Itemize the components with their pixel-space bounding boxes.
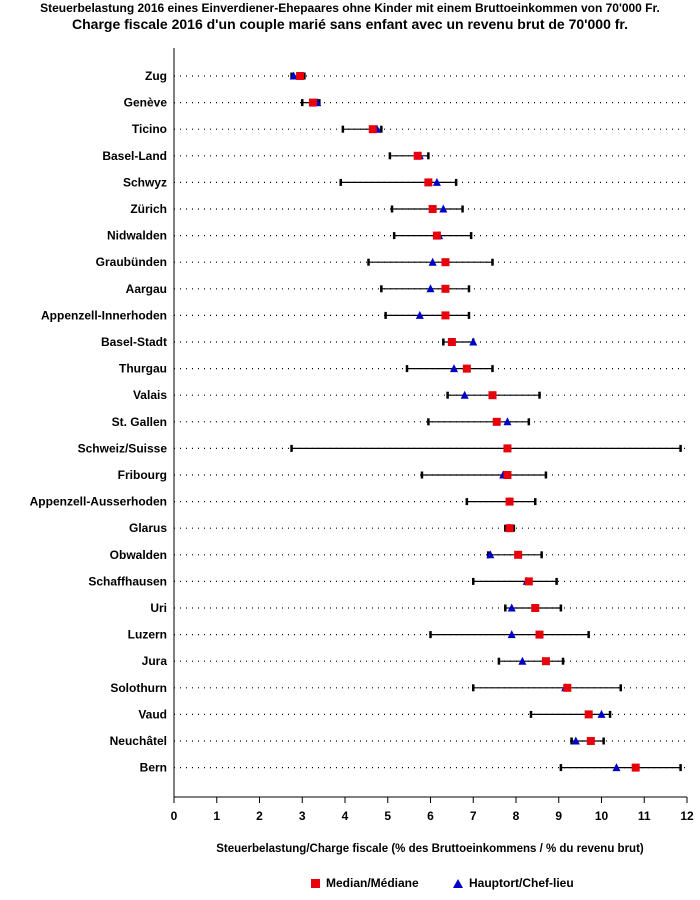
median-marker — [563, 683, 572, 692]
legend: Median/Médiane Hauptort/Chef-lieu — [0, 876, 700, 892]
capital-marker — [428, 257, 437, 266]
category-label: Nidwalden — [107, 229, 167, 243]
x-tick-label: 2 — [256, 809, 263, 823]
median-marker — [368, 125, 377, 134]
x-tick-label: 1 — [213, 809, 220, 823]
category-label: Jura — [142, 654, 168, 668]
capital-marker — [518, 656, 527, 665]
category-label: Aargau — [126, 282, 167, 296]
x-axis-label: Steuerbelastung/Charge fiscale (% des Br… — [216, 843, 644, 855]
category-label: Bern — [140, 761, 167, 775]
median-marker — [503, 444, 512, 453]
median-marker — [488, 391, 497, 400]
capital-marker — [486, 550, 495, 559]
capital-marker — [289, 71, 298, 80]
x-tick-label: 8 — [513, 809, 520, 823]
legend-label-median: Median/Médiane — [326, 876, 419, 890]
median-marker — [441, 284, 450, 293]
category-labels: Zug Genève Ticino Basel-Land Schwyz Zürich Nid… — [30, 69, 168, 775]
capital-marker — [415, 310, 424, 319]
median-marker — [524, 577, 533, 586]
capital-marker — [507, 630, 516, 639]
median-marker — [586, 737, 595, 745]
category-label: Schwyz — [123, 175, 167, 189]
x-tick-label: 10 — [595, 809, 609, 823]
chart-subtitle: Charge fiscale 2016 d'un couple marié sa… — [72, 16, 628, 32]
category-label: Zug — [145, 69, 167, 83]
capital-marker — [469, 337, 478, 346]
markers — [289, 71, 640, 772]
category-label: Genève — [124, 96, 168, 110]
category-label: Luzern — [128, 628, 167, 642]
category-label: Schaffhausen — [88, 574, 167, 588]
legend-item-capital: Hauptort/Chef-lieu — [453, 876, 574, 890]
x-tick-label: 11 — [638, 809, 651, 823]
median-marker — [432, 231, 441, 240]
category-label: Vaud — [138, 707, 167, 721]
legend-label-capital: Hauptort/Chef-lieu — [469, 876, 574, 890]
x-tick-label: 9 — [555, 809, 562, 823]
x-tick-label: 0 — [171, 809, 178, 823]
category-label: Thurgau — [119, 362, 167, 376]
x-tick-label: 4 — [342, 809, 349, 823]
category-label: Graubünden — [96, 255, 167, 269]
category-label: Appenzell-Ausserhoden — [30, 495, 167, 509]
category-label: St. Gallen — [112, 415, 167, 429]
median-marker — [505, 524, 514, 533]
category-label: Uri — [150, 601, 167, 615]
capital-marker — [597, 709, 606, 718]
median-marker — [413, 151, 422, 160]
chart-title: Steuerbelastung 2016 eines Einverdiener-… — [40, 1, 660, 15]
legend-triangle-marker — [453, 878, 463, 888]
median-marker — [503, 471, 512, 479]
capital-marker — [432, 177, 441, 186]
category-label: Neuchâtel — [110, 734, 167, 748]
capital-marker — [507, 603, 516, 612]
x-axis: 0 1 2 3 4 5 6 7 8 9 10 11 12 — [171, 48, 694, 823]
capital-marker — [503, 417, 512, 426]
median-marker — [535, 630, 544, 639]
median-marker — [447, 338, 456, 346]
median-marker — [428, 205, 437, 213]
median-marker — [441, 258, 450, 267]
capital-marker — [439, 204, 448, 213]
category-label: Valais — [133, 388, 167, 402]
median-marker — [441, 311, 450, 320]
capital-marker — [571, 736, 580, 745]
category-label: Basel-Stadt — [101, 335, 167, 349]
category-label: Zürich — [130, 202, 167, 216]
legend-item-median: Median/Médiane — [311, 876, 419, 890]
x-tick-label: 7 — [470, 809, 477, 823]
median-marker — [584, 710, 593, 719]
capital-marker — [450, 364, 459, 373]
category-label: Ticino — [132, 122, 167, 136]
median-marker — [514, 550, 523, 559]
category-label: Basel-Land — [102, 149, 167, 163]
capital-marker — [460, 390, 469, 399]
median-marker — [308, 98, 317, 107]
capital-marker — [426, 284, 435, 293]
median-marker — [505, 497, 514, 506]
median-marker — [541, 657, 550, 666]
category-label: Obwalden — [110, 548, 167, 562]
median-marker — [462, 364, 471, 373]
median-marker — [531, 604, 540, 612]
category-label: Appenzell-Innerhoden — [41, 308, 167, 322]
x-tick-label: 3 — [299, 809, 306, 823]
x-tick-label: 12 — [680, 809, 694, 823]
category-label: Solothurn — [110, 681, 167, 695]
range-bars — [290, 72, 682, 772]
median-marker — [631, 763, 640, 772]
legend-square-marker — [311, 878, 320, 888]
x-tick-label: 6 — [427, 809, 434, 823]
capital-marker — [612, 763, 621, 772]
category-label: Fribourg — [118, 468, 167, 482]
category-label: Glarus — [129, 521, 167, 535]
category-label: Schweiz/Suisse — [78, 441, 168, 455]
x-tick-label: 5 — [384, 809, 391, 823]
median-marker — [296, 72, 305, 80]
median-marker — [492, 417, 501, 426]
median-marker — [424, 178, 433, 187]
